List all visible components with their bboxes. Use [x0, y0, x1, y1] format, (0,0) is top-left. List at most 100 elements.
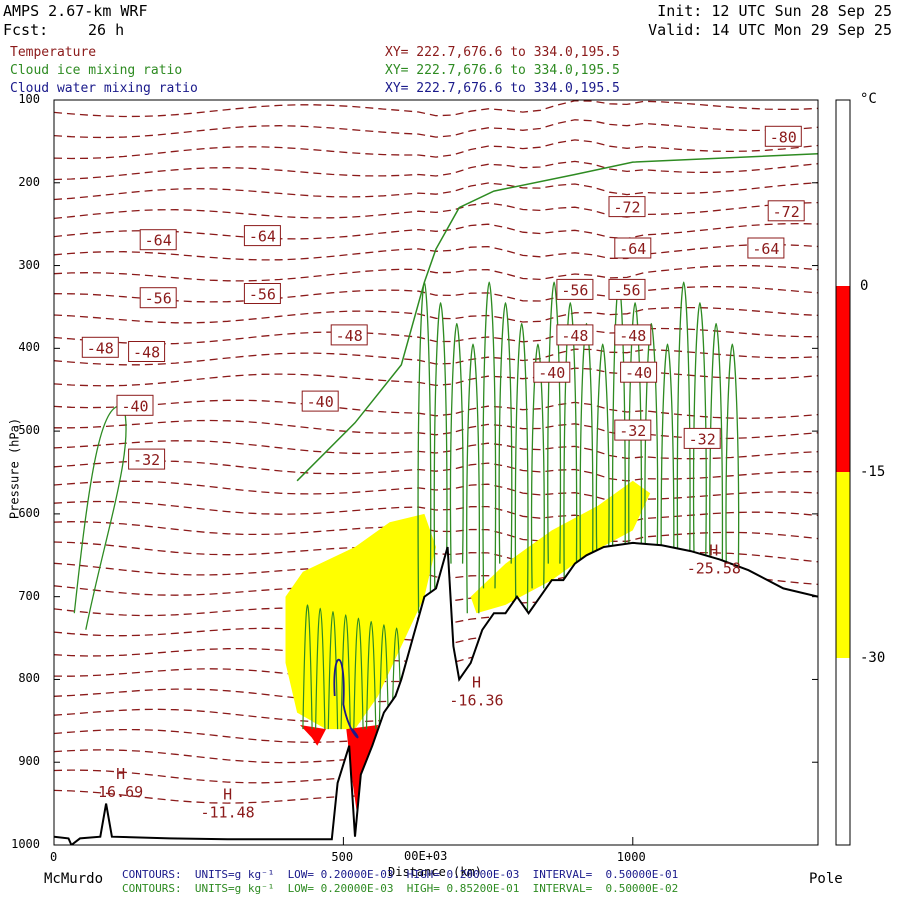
extremum-value: -25.58 [687, 559, 741, 577]
temperature-label-box [764, 125, 802, 147]
y-tick-label: 800 [18, 671, 40, 686]
temperature-label: -80 [770, 128, 797, 146]
cloud-ice-cell [563, 302, 578, 614]
temperature-isotherm [54, 139, 818, 160]
temperature-label-box [128, 341, 166, 362]
temperature-label-box [614, 237, 652, 259]
temperature-isotherm [54, 285, 818, 303]
temperature-label: -48 [561, 327, 588, 345]
temperature-label-box [608, 196, 646, 218]
temperature-label-box [301, 390, 339, 412]
temperature-isotherm [54, 460, 818, 482]
temperature-isotherm [54, 222, 818, 240]
temperature-label-box [139, 287, 177, 309]
cloud-ice-cell [302, 604, 313, 730]
cloud-ice-outline [296, 153, 818, 482]
temperature-label-box [556, 324, 594, 346]
colorbar-band-top [836, 100, 850, 286]
temperature-label-box [81, 336, 119, 358]
temperature-label-box [139, 229, 177, 251]
colorbar-tick-1: -15 [860, 464, 886, 480]
footer-ice-contours: CONTOURS: UNITS=g kg⁻¹ LOW= 0.20000E-03 … [122, 882, 679, 895]
y-tick-label: 600 [18, 505, 40, 520]
cloud-ice-cell [433, 302, 448, 589]
extremum-marker: H [472, 674, 481, 692]
temperature-isotherm [54, 243, 818, 261]
temperature-isotherm [54, 399, 818, 419]
y-tick-label: 100 [18, 92, 40, 106]
x-tick-label: 1000 [616, 850, 646, 864]
temperature-label: -48 [133, 344, 160, 362]
plot-frame [53, 99, 819, 846]
cloud-ice-cell [365, 620, 377, 730]
x-axis-overlap-text: 00E+03 [404, 849, 448, 863]
y-tick-label: 200 [18, 174, 40, 189]
temperature-label: -32 [689, 430, 716, 448]
cloud-ice-cell [595, 343, 610, 564]
cloud-ice-cell [449, 322, 464, 564]
field-temperature-name: Temperature [10, 45, 97, 60]
y-tick-label: 500 [18, 423, 40, 438]
y-tick-label: 300 [18, 257, 40, 272]
temperature-label-box [128, 448, 166, 470]
shading-cold-band [285, 513, 436, 730]
temperature-label: -48 [87, 339, 114, 357]
temperature-isotherm [54, 160, 818, 181]
y-tick-label: 1000 [11, 837, 40, 851]
cloud-ice-cell [547, 281, 562, 564]
temperature-isotherm [54, 440, 818, 460]
temperature-label-box [243, 225, 281, 247]
colorbar-tick-2: -30 [860, 650, 886, 666]
cloud-ice-cell [417, 281, 432, 614]
cloud-ice-cell [725, 343, 740, 589]
cloud-ice-cell [644, 322, 659, 564]
temperature-label: -40 [307, 393, 334, 411]
x-axis-label: Distance (km) [388, 865, 482, 879]
temperature-label: -48 [336, 327, 363, 345]
temperature-isotherm [54, 327, 818, 345]
temperature-label-box [767, 200, 805, 222]
fcst-value: 26 h [88, 21, 125, 39]
shading-warm-band [300, 725, 326, 746]
extremum-marker: H [116, 765, 125, 783]
temperature-label: -56 [145, 290, 172, 308]
colorbar-tick-0: 0 [860, 278, 869, 294]
cloud-ice-cell [660, 343, 675, 614]
temperature-label: -72 [613, 199, 640, 217]
cloud-ice-cell [514, 322, 529, 614]
temperature-label: -56 [561, 281, 588, 299]
colorbar-band-cold [836, 658, 850, 845]
field-temperature-xy: XY= 222.7,676.6 to 334.0,195.5 [385, 45, 620, 60]
temperature-label-box [608, 278, 646, 300]
x-tick-label: 0 [50, 850, 58, 864]
cloud-ice-cell [579, 322, 594, 589]
temperature-isotherm [54, 306, 818, 324]
colorbar-unit: °C [860, 91, 877, 107]
start-location-label: McMurdo [44, 871, 104, 887]
cloud-ice-cell [709, 322, 724, 614]
x-tick-label: 500 [331, 850, 354, 864]
temperature-isotherm [54, 119, 818, 139]
temperature-label: -64 [619, 240, 646, 258]
temperature-label-box [614, 419, 652, 441]
temperature-label: -64 [145, 232, 172, 250]
extremum-value: 16.69 [98, 783, 143, 801]
extremum-marker: H [709, 541, 718, 559]
cloud-ice-cell [315, 607, 326, 730]
terrain-surface-line [54, 541, 818, 845]
temperature-label: -56 [613, 281, 640, 299]
temperature-label-box [614, 324, 652, 346]
terrain-fill [54, 542, 818, 845]
temperature-isotherm [54, 201, 818, 220]
cloud-ice-cell [378, 624, 390, 730]
cloud-water-contour [333, 658, 359, 739]
cloud-ice-cell [498, 302, 513, 564]
y-tick-label: 700 [18, 588, 40, 603]
temperature-isotherm [54, 100, 818, 118]
colorbar-band-warm [836, 286, 850, 472]
init-time: Init: 12 UTC Sun 28 Sep 25 [657, 2, 892, 20]
temperature-label: -32 [133, 451, 160, 469]
temperature-label: -64 [752, 240, 779, 258]
temperature-label-box [243, 283, 281, 304]
